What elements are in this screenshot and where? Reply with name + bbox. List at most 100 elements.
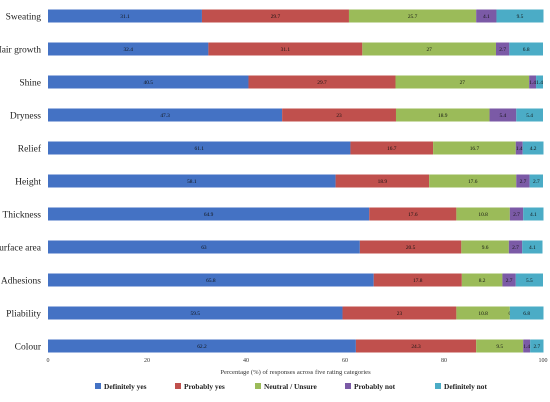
data-label: 17.6: [408, 212, 418, 218]
category-label: Colour: [15, 342, 42, 352]
data-label: 23: [397, 311, 403, 317]
legend-item: Probably yes: [175, 382, 225, 391]
bar-segment: [516, 174, 530, 188]
category-labels: Sweating Hair growth Shine Dryness Relief Hei…: [0, 12, 42, 352]
legend-item: Neutral / Unsure: [255, 382, 318, 391]
x-tick-label: 80: [441, 358, 447, 364]
data-label: 29.7: [317, 80, 327, 86]
category-label: Hair growth: [0, 45, 41, 55]
data-label: 25.7: [408, 14, 418, 20]
data-label: 2.7: [512, 245, 519, 251]
bar-segment: [529, 75, 537, 89]
legend-swatch: [175, 383, 181, 389]
data-label: 32.4: [123, 47, 133, 53]
bar-segment: [342, 306, 457, 320]
bar-segment: [502, 273, 516, 287]
category-label: Dryness: [10, 111, 41, 121]
data-label: 10.8: [478, 212, 488, 218]
bar-segment: [509, 306, 544, 320]
bar-segment: [456, 306, 510, 320]
bar-segment: [355, 339, 477, 353]
bar-segment: [429, 174, 517, 188]
x-tick-label: 20: [144, 358, 150, 364]
bar-segment: [348, 9, 477, 23]
data-label: 2.7: [533, 344, 540, 350]
bar-segment: [522, 240, 543, 254]
bar-segment: [48, 9, 202, 23]
data-label: 2.7: [520, 179, 527, 185]
category-label: Pliability: [6, 309, 41, 319]
data-label: 4.1: [529, 245, 536, 251]
data-label: 1.4: [536, 80, 543, 86]
data-label: 10.8: [478, 311, 488, 317]
data-label: 27: [460, 80, 466, 86]
category-label: Surface area: [0, 242, 42, 253]
bar-row: 63 20.5 9.6 2.7 4.1: [48, 240, 543, 254]
data-label: 62.2: [197, 344, 207, 350]
bar-segment: [515, 273, 543, 287]
legend-label: Definitely not: [444, 382, 487, 391]
data-label: 31.1: [120, 14, 130, 20]
bar-row: 40.5 29.7 27 1.4 1.4: [48, 75, 543, 89]
legend: Definitely yes Probably yes Neutral / Unsu…: [95, 382, 487, 391]
bar-segment: [509, 42, 543, 56]
data-label: 58.1: [187, 179, 197, 185]
data-label: 29.7: [271, 14, 281, 20]
legend-swatch: [345, 383, 351, 389]
legend-swatch: [255, 383, 261, 389]
data-label: 5.4: [500, 113, 507, 119]
plot-area: 31.1 29.7 25.7 4.1 9.5 32.4 31.1 27 2.7 6.8 40.5 29…: [48, 9, 544, 353]
data-label: 1.4: [529, 80, 536, 86]
bar-segment: [522, 141, 544, 155]
bar-segment: [395, 108, 490, 122]
bar-segment: [523, 339, 531, 353]
x-tick-label: 40: [243, 358, 249, 364]
bar-row: 31.1 29.7 25.7 4.1 9.5: [48, 9, 544, 23]
data-label: 47.3: [160, 113, 170, 119]
data-label: 1.4: [516, 146, 523, 152]
bar-row: 32.4 31.1 27 2.7 6.8: [48, 42, 543, 56]
data-label: 18.9: [378, 179, 388, 185]
bar-segment: [496, 9, 544, 23]
bar-segment: [508, 240, 523, 254]
data-label: 5.4: [526, 113, 533, 119]
bar-segment: [476, 339, 524, 353]
bar-segment: [350, 141, 434, 155]
x-tick-label: 100: [539, 358, 548, 364]
category-label: Shine: [19, 78, 41, 88]
data-label: 6.8: [523, 47, 530, 53]
bar-row: 62.2 24.3 9.5 1.4 2.7: [48, 339, 544, 353]
bar-segment: [359, 240, 462, 254]
legend-item: Definitely yes: [95, 382, 147, 391]
bar-segment: [509, 207, 524, 221]
data-label: 9.5: [517, 14, 524, 20]
bar-segment: [373, 273, 462, 287]
data-label: 1.4: [523, 344, 530, 350]
bar-segment: [523, 207, 544, 221]
legend-label: Probably yes: [184, 382, 225, 391]
data-label: 2.7: [506, 278, 513, 284]
bar-segment: [335, 174, 430, 188]
legend-swatch: [95, 383, 101, 389]
data-label: 27: [426, 47, 432, 53]
x-axis-title: Percentage (%) of responses across five …: [220, 369, 371, 376]
data-label: 2.7: [513, 212, 520, 218]
bar-segment: [48, 42, 209, 56]
data-label: 4.1: [530, 212, 537, 218]
data-label: 40.5: [144, 80, 154, 86]
data-label: 65.8: [206, 278, 216, 284]
legend-item: Definitely not: [435, 382, 487, 391]
bar-segment: [536, 75, 543, 89]
data-label: 23: [336, 113, 342, 119]
category-label: Adhesions: [1, 276, 41, 286]
legend-item: Probably not: [345, 382, 396, 391]
category-label: Sweating: [6, 12, 42, 22]
bar-segment: [516, 108, 543, 122]
bar-segment: [48, 240, 360, 254]
data-label: 61.1: [195, 146, 205, 152]
bar-segment: [433, 141, 516, 155]
bar-segment: [48, 141, 351, 155]
data-label: 63: [201, 245, 207, 251]
bar-segment: [248, 75, 396, 89]
